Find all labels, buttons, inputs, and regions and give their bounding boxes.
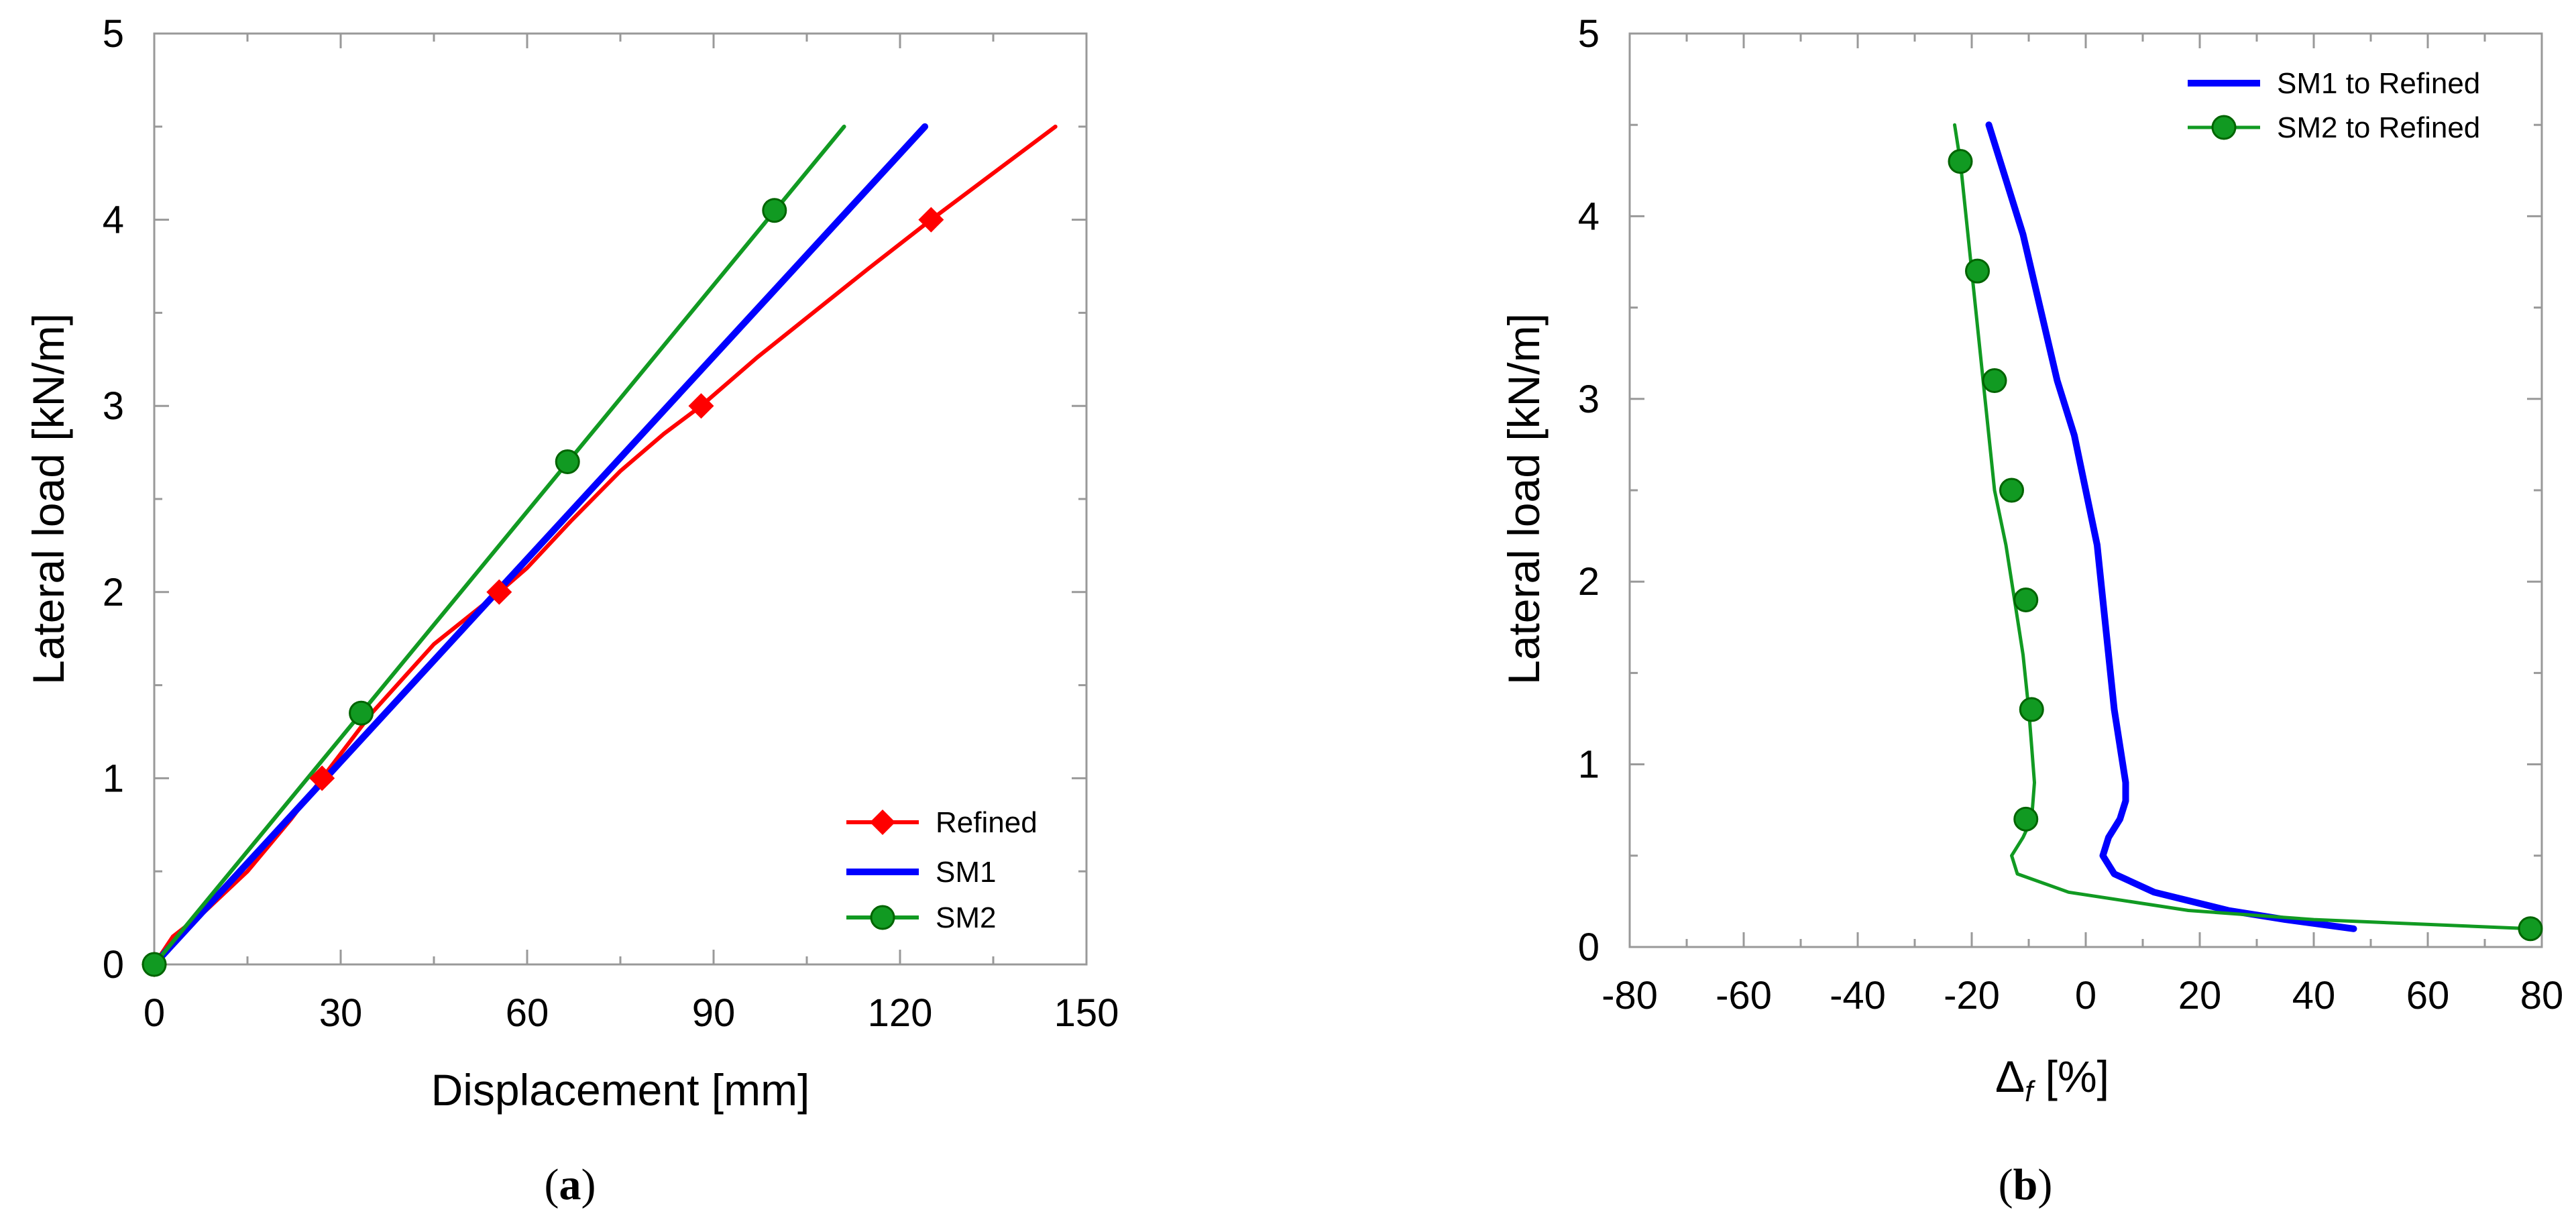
data-point-sm2-to-refined	[1948, 149, 1973, 174]
panel-a-series	[142, 123, 1058, 977]
legend-item-sm1-to-refined: SM1 to Refined	[2188, 67, 2480, 100]
series-line-sm2	[152, 124, 846, 966]
legend-item-sm1: SM1	[846, 856, 996, 889]
data-point-refined	[309, 765, 335, 791]
legend-sm2-label: SM2	[936, 901, 996, 934]
panel-a-tick-marks	[153, 32, 1088, 966]
x-tick-label: 30	[319, 991, 363, 1035]
legend-refined-marker	[870, 810, 895, 835]
panel-b-series	[1948, 121, 2543, 942]
x-tick-label: 80	[2520, 974, 2564, 1017]
x-tick-label: 150	[1054, 991, 1119, 1035]
panel-a-chart: 0 1 2 3 4 5 0 30 60 90 120 150 Displacement [mm] L…	[23, 12, 1119, 1209]
legend-sm1-label: SM1	[936, 856, 996, 889]
series-line-refined	[152, 124, 1058, 966]
data-point-sm2-to-refined	[2019, 697, 2044, 722]
x-tick-label: -60	[1716, 974, 1772, 1017]
x-tick-label: 60	[2406, 974, 2450, 1017]
panel-b-legend: SM1 to Refined SM2 to Refined	[2188, 67, 2480, 144]
x-tick-label: 20	[2178, 974, 2222, 1017]
panel-b-x-axis-unit: [%]	[2033, 1052, 2109, 1101]
panel-b-y-tick-labels: 0 1 2 3 4 5	[1578, 12, 1600, 969]
data-point-sm2-to-refined	[2013, 587, 2039, 612]
data-point-refined	[688, 393, 714, 419]
x-tick-label: 120	[868, 991, 933, 1035]
data-point-refined	[486, 579, 512, 605]
panel-a-caption-letter: a	[559, 1160, 581, 1209]
legend-sm2-marker	[870, 905, 895, 930]
x-tick-label: 60	[506, 991, 549, 1035]
x-tick-label: -40	[1830, 974, 1886, 1017]
x-tick-label: 0	[144, 991, 165, 1035]
y-tick-label: 3	[1578, 378, 1600, 421]
data-point-sm2-to-refined	[2518, 916, 2543, 942]
legend-sm1-to-refined-label: SM1 to Refined	[2277, 67, 2480, 100]
panel-b-chart: 0 1 2 3 4 5 -80 -60 -40 -20 0 20 40 60 80 Δf [%] Late…	[1499, 12, 2563, 1209]
panel-b-x-tick-labels: -80 -60 -40 -20 0 20 40 60 80	[1602, 974, 2563, 1017]
data-point-sm2-to-refined	[2013, 806, 2039, 832]
legend-item-refined: Refined	[846, 806, 1038, 839]
panel-a-y-tick-labels: 0 1 2 3 4 5	[103, 12, 124, 987]
y-tick-label: 2	[1578, 560, 1600, 604]
y-tick-label: 5	[1578, 12, 1600, 56]
legend-sm2-to-refined-label: SM2 to Refined	[2277, 111, 2480, 144]
panel-a-y-axis-title: Lateral load [kN/m]	[23, 313, 73, 685]
panel-b-x-axis-symbol: Δ	[1995, 1052, 2025, 1101]
legend-item-sm2: SM2	[846, 901, 996, 934]
panel-b-x-axis-title: Δf [%]	[1995, 1052, 2109, 1108]
panel-b-tick-marks	[1628, 32, 2543, 948]
panel-b-caption-letter: b	[2013, 1160, 2038, 1209]
data-point-sm2	[762, 198, 787, 223]
x-tick-label: 90	[692, 991, 736, 1035]
y-tick-label: 5	[103, 12, 124, 56]
data-point-sm2-to-refined	[1965, 258, 1990, 284]
panel-a-x-tick-labels: 0 30 60 90 120 150	[144, 991, 1119, 1035]
data-point-sm2	[349, 700, 374, 726]
x-tick-label: 40	[2292, 974, 2336, 1017]
y-tick-label: 0	[103, 943, 124, 987]
panel-b-y-axis-title: Lateral load [kN/m]	[1499, 313, 1549, 685]
series-line-sm1	[151, 123, 929, 968]
y-tick-label: 2	[103, 571, 124, 614]
y-tick-label: 3	[103, 384, 124, 428]
x-tick-label: 0	[2075, 974, 2096, 1017]
x-tick-label: -80	[1602, 974, 1658, 1017]
data-point-sm2-to-refined	[1999, 478, 2024, 503]
panel-b-caption: (b)	[1999, 1160, 2053, 1209]
panel-a-legend: Refined SM1 SM2	[846, 806, 1038, 934]
y-tick-label: 1	[103, 757, 124, 800]
x-tick-label: -20	[1944, 974, 2000, 1017]
data-point-sm2-to-refined	[1982, 368, 2007, 394]
y-tick-label: 1	[1578, 743, 1600, 787]
panel-a-caption: (a)	[545, 1160, 596, 1209]
data-point-sm2	[142, 952, 167, 977]
y-tick-label: 0	[1578, 926, 1600, 969]
legend-sm2-to-refined-marker	[2211, 115, 2237, 140]
legend-refined-label: Refined	[936, 806, 1038, 839]
panel-a-x-axis-title: Displacement [mm]	[431, 1065, 810, 1115]
y-tick-label: 4	[1578, 194, 1600, 238]
data-point-sm2	[555, 449, 580, 474]
y-tick-label: 4	[103, 199, 124, 242]
data-point-refined	[918, 207, 944, 233]
series-line-sm1-to-refined	[1985, 121, 2357, 932]
legend-item-sm2-to-refined: SM2 to Refined	[2188, 111, 2480, 144]
series-line-sm2-to-refined	[1953, 123, 2532, 931]
